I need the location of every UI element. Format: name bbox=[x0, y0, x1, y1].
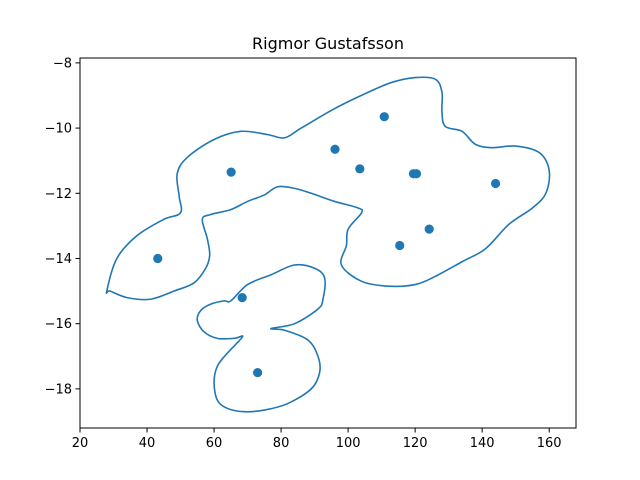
data-point-6 bbox=[355, 164, 365, 174]
x-tick-label: 60 bbox=[206, 436, 223, 451]
y-tick-label: −18 bbox=[45, 382, 72, 397]
data-point-1 bbox=[153, 253, 163, 264]
x-tick-label: 80 bbox=[273, 436, 290, 451]
contour-line-2 bbox=[196, 263, 326, 413]
axes: 20 40 60 80 100 120 140 160 −18 −16 −14 −12 −10 −8 bbox=[45, 56, 577, 451]
x-tick-label: 120 bbox=[403, 436, 428, 451]
chart-title: Rigmor Gustafsson bbox=[252, 34, 404, 53]
plot-frame bbox=[79, 57, 577, 429]
contour-layer bbox=[105, 76, 551, 413]
x-tick-label: 40 bbox=[139, 436, 156, 451]
x-tick-label: 20 bbox=[72, 436, 89, 451]
data-point-12 bbox=[490, 178, 501, 189]
points-layer bbox=[153, 112, 501, 378]
y-tick-label: −10 bbox=[45, 122, 72, 137]
data-point-11 bbox=[424, 224, 434, 234]
data-point-10 bbox=[411, 169, 422, 179]
data-point-7 bbox=[379, 112, 389, 122]
x-tick-label: 140 bbox=[470, 436, 495, 451]
y-tick-label: −8 bbox=[53, 56, 72, 71]
y-tick-label: −14 bbox=[45, 252, 72, 267]
data-point-8 bbox=[395, 240, 405, 251]
data-point-4 bbox=[253, 367, 263, 378]
data-point-5 bbox=[330, 144, 340, 154]
y-tick-label: −12 bbox=[45, 187, 72, 202]
data-point-3 bbox=[237, 293, 247, 303]
y-tick-label: −16 bbox=[45, 317, 72, 332]
x-tick-label: 160 bbox=[537, 436, 562, 451]
data-point-2 bbox=[226, 167, 236, 177]
x-tick-label: 100 bbox=[336, 436, 361, 451]
contour-line-1 bbox=[105, 76, 551, 301]
